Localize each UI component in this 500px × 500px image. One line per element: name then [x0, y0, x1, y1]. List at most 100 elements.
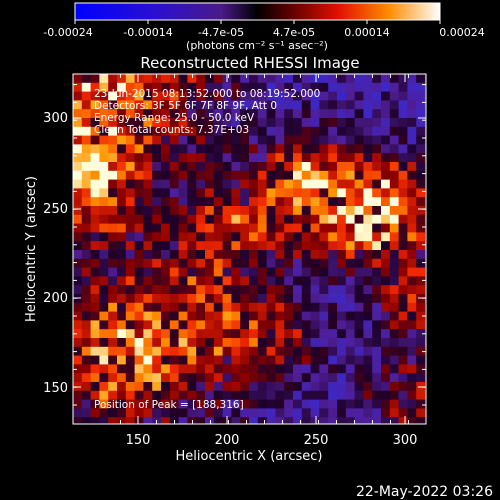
image-pixel: [319, 109, 329, 119]
image-pixel: [134, 250, 144, 260]
image-pixel: [363, 311, 373, 321]
peak-position-label: Position of Peak = [188,316]: [94, 399, 244, 411]
image-pixel: [398, 390, 408, 400]
image-pixel: [161, 329, 171, 339]
image-pixel: [319, 250, 329, 260]
image-pixel: [328, 320, 338, 330]
image-pixel: [169, 346, 179, 356]
image-pixel: [249, 126, 259, 136]
image-pixel: [381, 197, 391, 207]
image-pixel: [337, 82, 347, 92]
image-pixel: [337, 109, 347, 119]
image-pixel: [178, 162, 188, 172]
image-pixel: [319, 355, 329, 365]
image-pixel: [372, 100, 382, 110]
image-pixel: [398, 232, 408, 242]
image-pixel: [249, 329, 259, 339]
image-pixel: [398, 179, 408, 189]
image-pixel: [73, 232, 83, 242]
image-pixel: [187, 170, 197, 180]
image-pixel: [240, 118, 250, 128]
image-pixel: [134, 329, 144, 339]
image-pixel: [231, 118, 241, 128]
image-pixel: [178, 223, 188, 233]
image-pixel: [319, 294, 329, 304]
image-pixel: [196, 91, 206, 101]
image-pixel: [161, 100, 171, 110]
image-pixel: [125, 162, 135, 172]
image-pixel: [196, 250, 206, 260]
image-pixel: [398, 373, 408, 383]
image-pixel: [125, 214, 135, 224]
info-line-energy-range: Energy Range: 25.0 - 50.0 keV: [94, 112, 255, 124]
image-pixel: [117, 276, 127, 286]
image-pixel: [275, 250, 285, 260]
image-pixel: [108, 241, 118, 251]
image-pixel: [222, 188, 232, 198]
image-pixel: [222, 390, 232, 400]
image-pixel: [416, 285, 426, 295]
x-tick-label: 150: [126, 433, 151, 448]
image-pixel: [407, 302, 417, 312]
image-pixel: [90, 338, 100, 348]
image-pixel: [310, 302, 320, 312]
image-pixel: [257, 258, 267, 268]
image-pixel: [398, 258, 408, 268]
image-pixel: [266, 311, 276, 321]
image-pixel: [213, 232, 223, 242]
image-pixel: [354, 408, 364, 418]
image-pixel: [187, 197, 197, 207]
image-pixel: [354, 250, 364, 260]
image-pixel: [90, 276, 100, 286]
image-pixel: [108, 153, 118, 163]
image-pixel: [152, 267, 162, 277]
image-pixel: [337, 170, 347, 180]
image-pixel: [301, 258, 311, 268]
image-pixel: [161, 223, 171, 233]
image-pixel: [240, 206, 250, 216]
image-pixel: [108, 179, 118, 189]
image-pixel: [337, 338, 347, 348]
image-pixel: [143, 320, 153, 330]
image-pixel: [99, 188, 109, 198]
image-pixel: [178, 250, 188, 260]
image-pixel: [389, 206, 399, 216]
image-pixel: [345, 267, 355, 277]
image-pixel: [213, 355, 223, 365]
image-pixel: [337, 91, 347, 101]
image-pixel: [143, 241, 153, 251]
image-pixel: [90, 197, 100, 207]
image-pixel: [337, 399, 347, 409]
image-pixel: [205, 188, 215, 198]
image-pixel: [337, 267, 347, 277]
image-pixel: [363, 276, 373, 286]
image-pixel: [178, 100, 188, 110]
image-pixel: [398, 109, 408, 119]
image-pixel: [143, 399, 153, 409]
image-pixel: [293, 294, 303, 304]
image-pixel: [108, 162, 118, 172]
image-pixel: [328, 364, 338, 374]
image-pixel: [389, 382, 399, 392]
image-pixel: [205, 214, 215, 224]
image-pixel: [328, 223, 338, 233]
image-pixel: [328, 329, 338, 339]
image-pixel: [328, 241, 338, 251]
image-pixel: [90, 285, 100, 295]
image-pixel: [222, 241, 232, 251]
image-pixel: [337, 223, 347, 233]
image-pixel: [117, 258, 127, 268]
image-pixel: [178, 320, 188, 330]
image-pixel: [117, 109, 127, 119]
image-pixel: [196, 276, 206, 286]
image-pixel: [161, 250, 171, 260]
image-pixel: [213, 109, 223, 119]
image-pixel: [284, 197, 294, 207]
image-pixel: [73, 346, 83, 356]
image-pixel: [389, 144, 399, 154]
image-pixel: [125, 153, 135, 163]
image-pixel: [407, 399, 417, 409]
image-pixel: [354, 126, 364, 136]
image-pixel: [196, 417, 206, 424]
image-pixel: [381, 74, 391, 84]
